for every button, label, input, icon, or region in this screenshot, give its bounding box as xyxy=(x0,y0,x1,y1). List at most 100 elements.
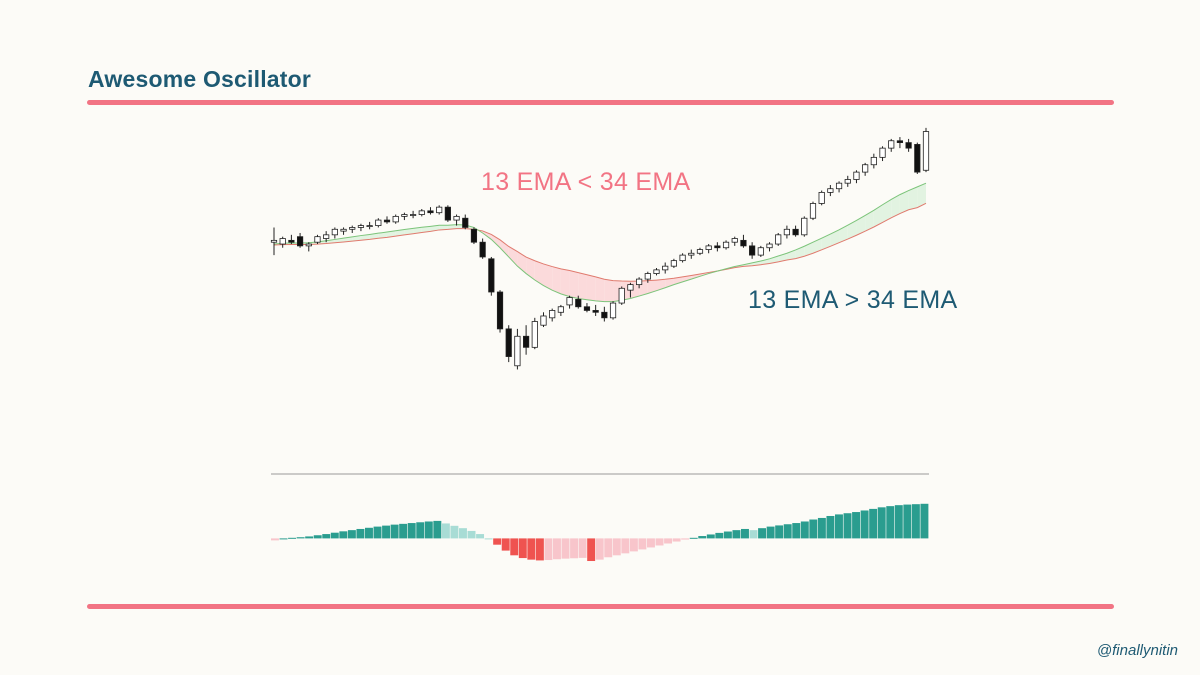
ema-band-segment xyxy=(769,256,779,264)
candle-body-up xyxy=(696,249,704,254)
candle-body-up xyxy=(366,225,373,228)
candle xyxy=(670,258,677,269)
candle-body-up xyxy=(783,228,791,236)
candle xyxy=(662,262,669,274)
ao-bar xyxy=(296,537,305,539)
ao-bar xyxy=(664,538,673,544)
candle xyxy=(679,253,686,263)
candle-body-up xyxy=(636,278,643,286)
candle xyxy=(383,216,391,224)
candle-body-up xyxy=(809,203,817,219)
candle xyxy=(922,127,930,173)
candle-body-up xyxy=(331,228,338,236)
ema-band-segment xyxy=(387,230,396,238)
candle-body-up xyxy=(818,191,825,204)
ema-band-segment xyxy=(595,276,605,302)
candle-body-up xyxy=(453,215,460,221)
candle-body-down xyxy=(601,311,608,319)
candle xyxy=(427,207,434,215)
ao-bar xyxy=(920,503,929,539)
ao-bar xyxy=(570,538,579,559)
candle xyxy=(705,244,712,254)
ema-band-segment xyxy=(508,246,518,267)
candle xyxy=(505,325,512,363)
ao-bar xyxy=(544,538,553,561)
candle xyxy=(592,304,599,316)
ema-band-segment xyxy=(447,224,457,230)
candle-body-up xyxy=(436,206,443,214)
ao-bar xyxy=(347,530,356,539)
candle-body-up xyxy=(888,140,895,149)
candle-body-up xyxy=(401,214,408,217)
ema-band-segment xyxy=(908,186,918,210)
ao-bar xyxy=(621,538,630,554)
candle-body-up xyxy=(392,215,399,223)
candle-body-up xyxy=(357,225,365,228)
ao-bar xyxy=(399,523,408,539)
ao-bar xyxy=(843,513,852,539)
ao-bar xyxy=(407,523,416,539)
ao-bar xyxy=(877,507,886,539)
candle xyxy=(418,209,425,217)
candle xyxy=(496,290,504,333)
ao-bar xyxy=(535,538,544,561)
candle-body-up xyxy=(827,188,834,193)
candle xyxy=(809,201,817,221)
ema-band-segment xyxy=(395,229,405,237)
ema-band-segment xyxy=(534,260,544,286)
candle xyxy=(749,242,756,259)
ao-bar xyxy=(817,517,826,539)
candle xyxy=(314,234,321,245)
candle-body-down xyxy=(488,258,495,293)
ao-bar xyxy=(758,528,767,539)
candle-body-up xyxy=(644,273,651,280)
candle-body-up xyxy=(766,243,773,249)
ema-band-segment xyxy=(812,238,822,254)
candle xyxy=(792,225,799,237)
candle-body-down xyxy=(444,206,451,221)
candle xyxy=(514,328,521,370)
candle-body-down xyxy=(740,239,747,247)
candle xyxy=(288,234,295,245)
candle-body-up xyxy=(409,214,417,216)
ao-bar xyxy=(681,538,690,540)
ao-bar xyxy=(322,534,331,539)
ema-band-segment xyxy=(856,215,866,236)
candle-body-up xyxy=(870,156,877,166)
candle-body-down xyxy=(496,291,504,330)
ema-band-segment xyxy=(569,270,579,299)
ao-bar xyxy=(689,537,698,539)
candle xyxy=(444,205,451,222)
candle-body-up xyxy=(418,210,425,215)
candle-body-down xyxy=(575,298,582,308)
candle xyxy=(375,218,382,228)
ema-band-segment xyxy=(865,210,874,232)
candle xyxy=(349,225,356,233)
ao-bar xyxy=(886,506,895,539)
candle-body-down xyxy=(427,210,434,214)
candle-body-up xyxy=(862,164,869,173)
candle xyxy=(453,214,460,226)
ao-bar xyxy=(518,538,527,559)
candle-body-down xyxy=(749,245,756,256)
ema-band-segment xyxy=(517,251,527,274)
author-handle: @finallynitin xyxy=(1096,642,1178,659)
candle-body-up xyxy=(279,238,286,245)
ema-band-segment xyxy=(552,266,561,294)
candle-body-up xyxy=(323,234,330,239)
ao-bar xyxy=(476,534,485,539)
candle-body-up xyxy=(879,147,886,158)
ema-below-label: 13 EMA < 34 EMA xyxy=(481,168,691,196)
candle-body-down xyxy=(296,236,304,247)
ao-bar xyxy=(647,538,655,548)
ao-bar xyxy=(911,504,920,539)
candle-body-up xyxy=(270,239,278,243)
candle xyxy=(470,227,478,245)
ao-bar xyxy=(527,538,536,560)
ema-band-segment xyxy=(491,234,501,248)
candle-body-down xyxy=(479,241,486,258)
candle xyxy=(644,271,651,283)
ema-band-segment xyxy=(656,279,666,291)
candle-body-up xyxy=(670,260,677,267)
candle-body-down xyxy=(470,228,478,243)
